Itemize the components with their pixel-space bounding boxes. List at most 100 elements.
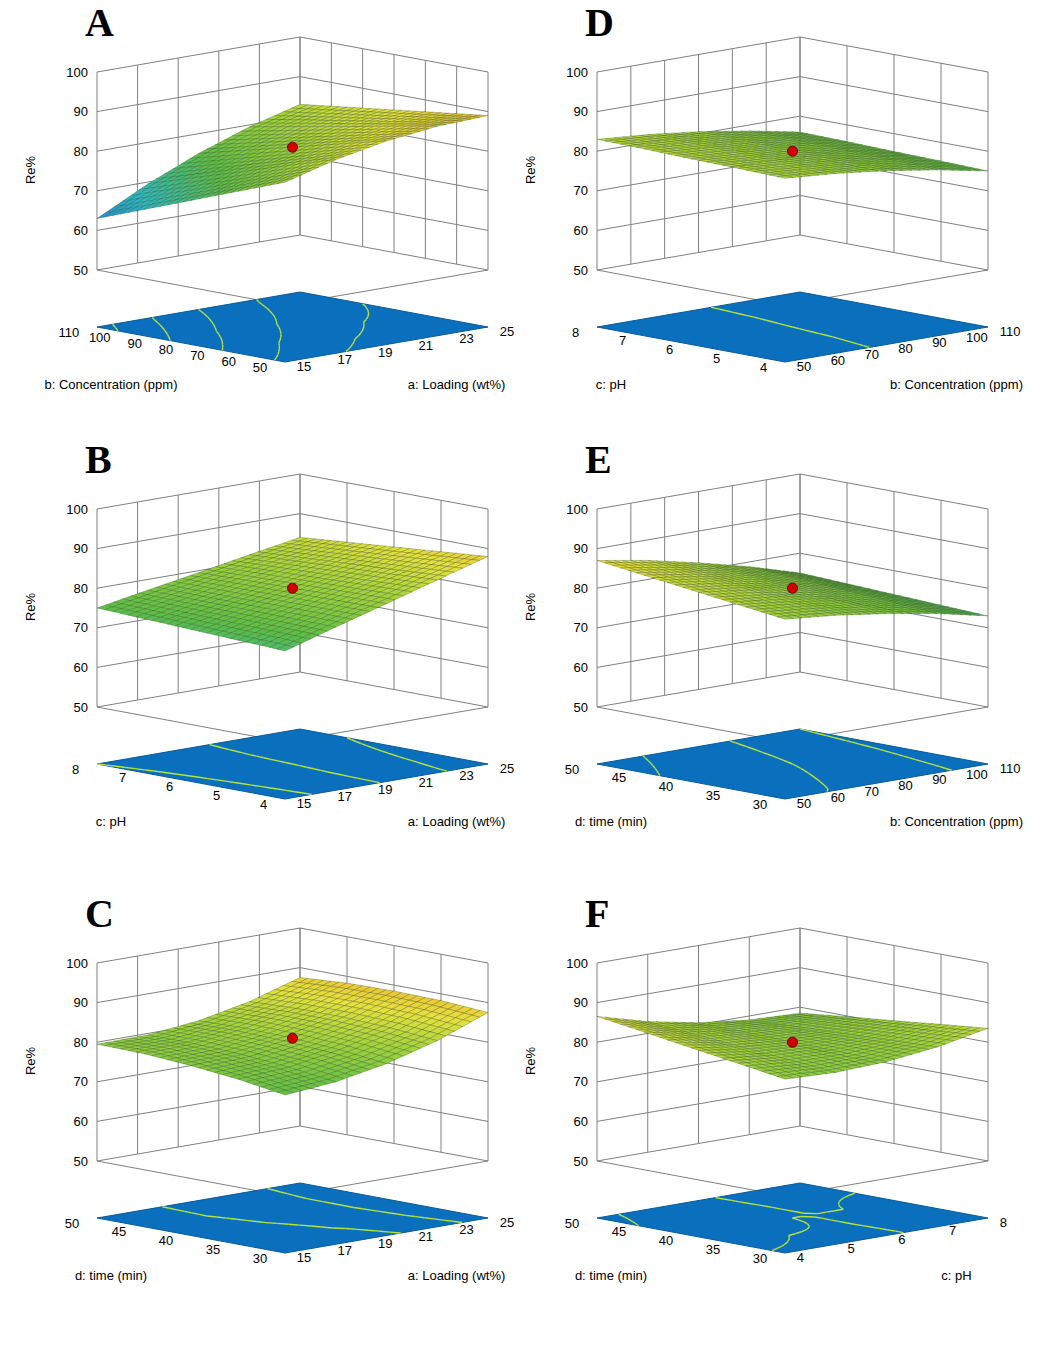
svg-text:70: 70	[864, 784, 878, 799]
svg-text:6: 6	[666, 342, 673, 357]
svg-text:Re%: Re%	[23, 155, 38, 184]
svg-text:d: time (min): d: time (min)	[75, 1268, 147, 1283]
svg-text:23: 23	[459, 1222, 473, 1237]
svg-text:50: 50	[574, 700, 588, 715]
svg-text:25: 25	[500, 1215, 514, 1230]
svg-text:100: 100	[566, 956, 588, 971]
svg-text:60: 60	[831, 790, 845, 805]
svg-text:5: 5	[213, 788, 220, 803]
svg-text:110: 110	[59, 325, 80, 340]
svg-text:40: 40	[659, 1233, 673, 1248]
svg-text:80: 80	[898, 341, 912, 356]
svg-text:C: C	[85, 891, 114, 936]
svg-text:60: 60	[74, 223, 88, 238]
svg-text:4: 4	[760, 360, 767, 375]
svg-text:110: 110	[1000, 761, 1021, 776]
svg-text:80: 80	[574, 581, 588, 596]
svg-text:60: 60	[574, 1114, 588, 1129]
svg-text:80: 80	[574, 1035, 588, 1050]
svg-text:35: 35	[706, 1242, 720, 1257]
svg-text:8: 8	[72, 762, 79, 777]
svg-text:Re%: Re%	[23, 592, 38, 621]
svg-text:100: 100	[66, 956, 88, 971]
svg-text:60: 60	[74, 1114, 88, 1129]
svg-text:80: 80	[898, 778, 912, 793]
svg-text:30: 30	[753, 1251, 767, 1266]
svg-text:60: 60	[74, 660, 88, 675]
svg-text:c: pH: c: pH	[941, 1268, 971, 1283]
svg-text:21: 21	[419, 775, 433, 790]
svg-text:80: 80	[159, 342, 173, 357]
svg-text:50: 50	[797, 796, 811, 811]
svg-text:90: 90	[74, 104, 88, 119]
svg-text:5: 5	[713, 351, 720, 366]
svg-text:23: 23	[459, 331, 473, 346]
svg-text:17: 17	[337, 352, 351, 367]
svg-text:8: 8	[1000, 1215, 1007, 1230]
svg-text:25: 25	[500, 761, 514, 776]
svg-text:23: 23	[459, 768, 473, 783]
svg-text:4: 4	[260, 797, 267, 812]
svg-text:70: 70	[574, 620, 588, 635]
svg-text:60: 60	[574, 660, 588, 675]
svg-text:100: 100	[89, 330, 111, 345]
svg-text:50: 50	[74, 700, 88, 715]
svg-text:21: 21	[419, 338, 433, 353]
svg-text:45: 45	[612, 770, 626, 785]
svg-text:a: Loading (wt%): a: Loading (wt%)	[408, 377, 506, 392]
svg-text:90: 90	[574, 104, 588, 119]
svg-text:50: 50	[574, 1154, 588, 1169]
svg-text:5: 5	[848, 1241, 855, 1256]
svg-text:70: 70	[74, 620, 88, 635]
svg-text:50: 50	[565, 1216, 579, 1231]
svg-text:21: 21	[419, 1229, 433, 1244]
svg-text:100: 100	[966, 330, 988, 345]
svg-text:40: 40	[159, 1233, 173, 1248]
svg-text:50: 50	[74, 263, 88, 278]
svg-text:d: time (min): d: time (min)	[575, 814, 647, 829]
svg-text:A: A	[85, 0, 114, 45]
svg-text:15: 15	[297, 359, 311, 374]
svg-text:F: F	[585, 891, 609, 936]
svg-text:7: 7	[949, 1223, 956, 1238]
svg-text:b: Concentration (ppm): b: Concentration (ppm)	[890, 377, 1023, 392]
svg-text:30: 30	[753, 797, 767, 812]
svg-text:90: 90	[74, 995, 88, 1010]
svg-text:90: 90	[74, 541, 88, 556]
svg-text:70: 70	[74, 183, 88, 198]
svg-text:100: 100	[566, 65, 588, 80]
svg-text:8: 8	[572, 325, 579, 340]
svg-text:90: 90	[932, 772, 946, 787]
svg-text:100: 100	[566, 502, 588, 517]
svg-text:Re%: Re%	[523, 592, 538, 621]
svg-text:90: 90	[574, 995, 588, 1010]
svg-text:a: Loading (wt%): a: Loading (wt%)	[408, 814, 506, 829]
svg-text:35: 35	[706, 788, 720, 803]
svg-text:80: 80	[74, 581, 88, 596]
svg-text:110: 110	[1000, 324, 1021, 339]
svg-text:70: 70	[74, 1074, 88, 1089]
svg-text:50: 50	[574, 263, 588, 278]
svg-text:c: pH: c: pH	[96, 814, 126, 829]
svg-text:Re%: Re%	[23, 1046, 38, 1075]
svg-text:35: 35	[206, 1242, 220, 1257]
svg-text:b: Concentration (ppm): b: Concentration (ppm)	[45, 377, 178, 392]
svg-text:70: 70	[864, 347, 878, 362]
svg-text:40: 40	[659, 779, 673, 794]
svg-text:19: 19	[378, 345, 392, 360]
svg-text:d: time (min): d: time (min)	[575, 1268, 647, 1283]
svg-text:45: 45	[612, 1224, 626, 1239]
svg-text:4: 4	[797, 1250, 804, 1265]
svg-text:D: D	[585, 0, 614, 45]
svg-text:b: Concentration (ppm): b: Concentration (ppm)	[890, 814, 1023, 829]
svg-text:50: 50	[253, 360, 267, 375]
svg-text:60: 60	[574, 223, 588, 238]
svg-text:6: 6	[898, 1232, 905, 1247]
svg-text:19: 19	[378, 1236, 392, 1251]
svg-text:80: 80	[74, 1035, 88, 1050]
svg-text:Re%: Re%	[523, 155, 538, 184]
svg-text:19: 19	[378, 782, 392, 797]
svg-text:c: pH: c: pH	[596, 377, 626, 392]
svg-text:45: 45	[112, 1224, 126, 1239]
svg-text:E: E	[585, 437, 612, 482]
